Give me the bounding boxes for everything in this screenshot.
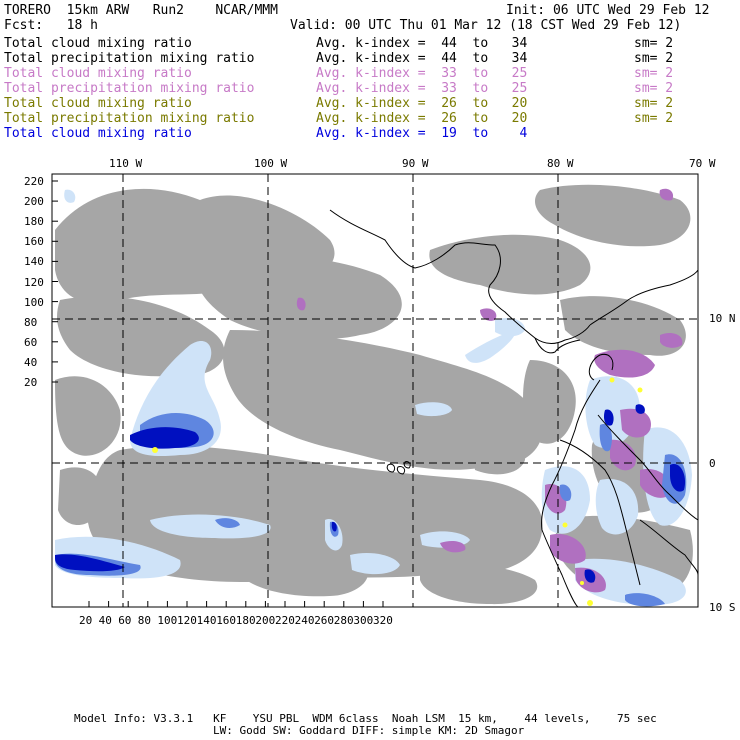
x-tick-label: 40 [98, 614, 112, 627]
legend-name-6: Total cloud mixing ratio [4, 126, 192, 141]
lon-label-110w: 110 W [109, 157, 143, 170]
legend-name-5: Total precipitation mixing ratio [4, 111, 255, 126]
gray-cloud-field [55, 184, 693, 605]
x-tick-label: 320 [373, 614, 393, 627]
y-tick-label: 40 [24, 355, 38, 369]
latlon-grid [52, 174, 698, 607]
valid-time: Valid: 00 UTC Thu 01 Mar 12 (18 CST Wed … [290, 18, 682, 33]
legend-k-2: Avg. k-index = 33 to 25 [316, 66, 528, 81]
legend-k-0: Avg. k-index = 44 to 34 [316, 36, 528, 51]
y-tick-label: 60 [24, 335, 38, 349]
legend-name-0: Total cloud mixing ratio [4, 36, 192, 51]
plot-frame [51, 173, 699, 608]
y-tick-label: 80 [24, 315, 38, 329]
x-tick-label: 200 [255, 614, 276, 627]
legend-sm-3: sm= 2 [634, 81, 674, 96]
map-plot-area [52, 174, 698, 607]
lat-label-0: 0 [709, 457, 716, 470]
yellow-precip-field [152, 377, 643, 606]
legend-name-2: Total cloud mixing ratio [4, 66, 192, 81]
x-tick-label: 260 [314, 614, 335, 627]
x-tick-label: 80 [137, 614, 152, 627]
lon-label-100w: 100 W [254, 157, 288, 170]
model-info: Model Info: V3.3.1 KF YSU PBL WDM 6class… [74, 712, 657, 725]
forecast-hour: Fcst: 18 h [4, 18, 98, 33]
dark-blue-cloud-field [55, 404, 686, 583]
physics-info: LW: Godd SW: Goddard DIFF: simple KM: 2D… [213, 724, 525, 737]
x-tick-label: 140 [196, 614, 217, 627]
y-tick-label: 180 [24, 215, 44, 229]
legend-sm-0: sm= 2 [634, 36, 674, 51]
lat-label-10s: 10 S [709, 601, 736, 614]
legend-sm-2: sm= 2 [634, 66, 674, 81]
y-tick-label: 160 [24, 235, 44, 249]
legend-sm-1: sm= 2 [634, 51, 674, 66]
x-tick-label: 220 [275, 614, 295, 627]
run-title: TORERO 15km ARW Run2 NCAR/MMM [4, 3, 278, 18]
x-tick-label: 240 [294, 614, 315, 627]
y-tick-label: 220 [24, 175, 44, 188]
x-tick-label: 100 [157, 614, 178, 627]
lon-label-80w: 80 W [547, 157, 574, 170]
x-tick-label: 300 [353, 614, 374, 627]
legend-k-1: Avg. k-index = 44 to 34 [316, 51, 528, 66]
legend-name-1: Total precipitation mixing ratio [4, 51, 255, 66]
x-tick-label: 180 [235, 614, 256, 627]
legend-k-3: Avg. k-index = 33 to 25 [316, 81, 528, 96]
y-tick-label: 140 [24, 255, 44, 269]
y-tick-label: 200 [24, 195, 44, 209]
lon-label-70w: 70 W [689, 157, 716, 170]
legend-name-3: Total precipitation mixing ratio [4, 81, 255, 96]
coastlines [329, 209, 698, 607]
lat-label-10n: 10 N [709, 312, 736, 325]
legend-sm-5: sm= 2 [634, 111, 674, 126]
lon-label-90w: 90 W [402, 157, 429, 170]
legend-k-6: Avg. k-index = 19 to 4 [316, 126, 528, 141]
init-time: Init: 06 UTC Wed 29 Feb 12 [506, 3, 710, 18]
x-tick-label: 20 [79, 614, 93, 627]
x-tick-label: 280 [333, 614, 354, 627]
x-tick-label: 60 [118, 614, 132, 627]
axis-ticks [52, 180, 384, 607]
legend-k-5: Avg. k-index = 26 to 20 [316, 111, 528, 126]
y-tick-label: 120 [24, 275, 44, 289]
legend-sm-4: sm= 2 [634, 96, 674, 111]
x-tick-label: 160 [216, 614, 237, 627]
legend-k-4: Avg. k-index = 26 to 20 [316, 96, 528, 111]
x-tick-label: 120 [177, 614, 197, 627]
y-tick-label: 100 [24, 295, 44, 309]
y-tick-label: 20 [24, 376, 38, 389]
legend-name-4: Total cloud mixing ratio [4, 96, 192, 111]
